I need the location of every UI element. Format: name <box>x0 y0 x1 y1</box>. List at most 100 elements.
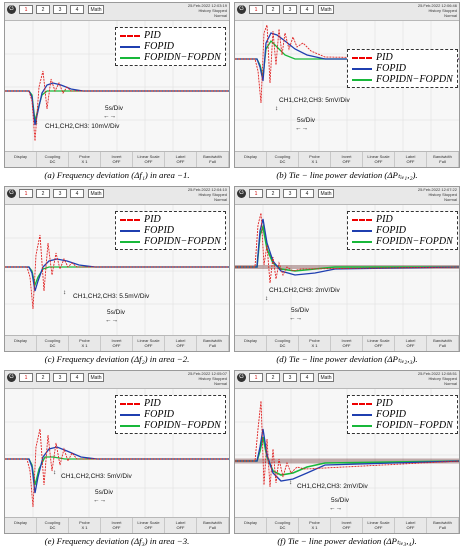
math-button[interactable]: Math <box>88 373 104 382</box>
menu-coupling[interactable]: Coupling DC <box>267 518 299 533</box>
volt-scale-label: CH1,CH2,CH3: 5.5mV/Div <box>73 293 150 300</box>
caption-a: (a) Frequency deviation (Δf₁) in area −1… <box>44 170 190 180</box>
menu-display[interactable]: Display <box>235 336 267 351</box>
menu-probe[interactable]: Probe X 1 <box>299 152 331 167</box>
menu-coupling[interactable]: Coupling DC <box>267 152 299 167</box>
scope-toolbar: G 1 2 3 4 Math 25.Feb.2022 12:03:19 Histo… <box>5 3 229 21</box>
menu-display[interactable]: Display <box>5 336 37 351</box>
menu-invert[interactable]: Invert OFF <box>331 518 363 533</box>
channel-2-button[interactable]: 2 <box>36 373 50 382</box>
menu-probe[interactable]: Probe X 1 <box>299 518 331 533</box>
menu-label[interactable]: Label OFF <box>395 518 427 533</box>
history-label[interactable]: History <box>428 8 441 13</box>
menu-bandwidth[interactable]: Bandwidth Full <box>427 518 459 533</box>
menu-linear-scale[interactable]: Linear Scale OFF <box>363 518 395 533</box>
history-label[interactable]: History <box>428 192 441 197</box>
menu-probe[interactable]: Probe X 1 <box>69 152 101 167</box>
scope-status: 25.Feb.2022 12:06:46 History Stopped Norma… <box>377 3 457 18</box>
channel-2-button[interactable]: 2 <box>266 189 280 198</box>
menu-label[interactable]: Label OFF <box>395 152 427 167</box>
channel-1-button[interactable]: 1 <box>19 5 33 14</box>
menu-coupling[interactable]: Coupling DC <box>267 336 299 351</box>
legend: PID FOPID FOPIDN−FOPDN <box>347 211 458 250</box>
channel-1-button[interactable]: 1 <box>249 189 263 198</box>
scope-status: 25.Feb.2022 12:03:19 History Stopped Norma… <box>147 3 227 18</box>
scope-menu-bar: Display Coupling DC Probe X 1 Invert OFF Li… <box>235 151 459 167</box>
time-scale-label: 5s/Div <box>331 497 350 504</box>
menu-label[interactable]: Label OFF <box>395 336 427 351</box>
channel-4-button[interactable]: 4 <box>300 189 314 198</box>
math-button[interactable]: Math <box>88 189 104 198</box>
math-button[interactable]: Math <box>88 5 104 14</box>
math-button[interactable]: Math <box>318 373 334 382</box>
channel-1-button[interactable]: 1 <box>19 373 33 382</box>
channel-4-button[interactable]: 4 <box>70 189 84 198</box>
menu-invert[interactable]: Invert OFF <box>331 152 363 167</box>
menu-invert[interactable]: Invert OFF <box>101 152 133 167</box>
history-label[interactable]: History <box>198 8 211 13</box>
menu-display[interactable]: Display <box>5 518 37 533</box>
math-button[interactable]: Math <box>318 189 334 198</box>
channel-1-button[interactable]: 1 <box>19 189 33 198</box>
channel-3-button[interactable]: 3 <box>53 5 67 14</box>
run-state[interactable]: Stopped <box>212 376 227 381</box>
channel-4-button[interactable]: 4 <box>300 373 314 382</box>
menu-bandwidth[interactable]: Bandwidth Full <box>197 152 229 167</box>
scope-status: 25.Feb.2022 12:04:10 History Stopped Norma… <box>147 187 227 202</box>
channel-4-button[interactable]: 4 <box>70 373 84 382</box>
channel-1-button[interactable]: 1 <box>249 5 263 14</box>
menu-display[interactable]: Display <box>235 518 267 533</box>
acq-mode: Normal <box>444 13 457 18</box>
channel-2-button[interactable]: 2 <box>36 189 50 198</box>
timestamp: 25.Feb.2022 12:04:10 <box>187 187 227 192</box>
menu-linear-scale[interactable]: Linear Scale OFF <box>363 336 395 351</box>
channel-3-button[interactable]: 3 <box>283 189 297 198</box>
menu-label[interactable]: Label OFF <box>165 152 197 167</box>
menu-probe[interactable]: Probe X 1 <box>299 336 331 351</box>
run-state[interactable]: Stopped <box>442 376 457 381</box>
history-label[interactable]: History <box>198 376 211 381</box>
channel-3-button[interactable]: 3 <box>53 373 67 382</box>
menu-probe[interactable]: Probe X 1 <box>69 518 101 533</box>
menu-linear-scale[interactable]: Linear Scale OFF <box>133 152 165 167</box>
menu-linear-scale[interactable]: Linear Scale OFF <box>363 152 395 167</box>
channel-2-button[interactable]: 2 <box>36 5 50 14</box>
time-scale-arrow: ←→ <box>295 125 308 132</box>
menu-label[interactable]: Label OFF <box>165 336 197 351</box>
menu-bandwidth[interactable]: Bandwidth Full <box>197 336 229 351</box>
menu-bandwidth[interactable]: Bandwidth Full <box>427 336 459 351</box>
math-button[interactable]: Math <box>318 5 334 14</box>
channel-3-button[interactable]: 3 <box>283 373 297 382</box>
menu-invert[interactable]: Invert OFF <box>331 336 363 351</box>
channel-1-button[interactable]: 1 <box>249 373 263 382</box>
menu-display[interactable]: Display <box>235 152 267 167</box>
menu-coupling[interactable]: Coupling DC <box>37 518 69 533</box>
menu-coupling[interactable]: Coupling DC <box>37 152 69 167</box>
run-state[interactable]: Stopped <box>442 192 457 197</box>
menu-bandwidth[interactable]: Bandwidth Full <box>427 152 459 167</box>
menu-invert[interactable]: Invert OFF <box>101 518 133 533</box>
legend-fopid-swatch <box>352 413 372 416</box>
menu-linear-scale[interactable]: Linear Scale OFF <box>133 518 165 533</box>
run-state[interactable]: Stopped <box>212 8 227 13</box>
menu-linear-scale[interactable]: Linear Scale OFF <box>133 336 165 351</box>
run-state[interactable]: Stopped <box>442 8 457 13</box>
channel-3-button[interactable]: 3 <box>53 189 67 198</box>
panel-e: G 1 2 3 4 Math 25.Feb.2022 12:05:07 Histo… <box>4 370 230 550</box>
channel-2-button[interactable]: 2 <box>266 5 280 14</box>
channel-2-button[interactable]: 2 <box>266 373 280 382</box>
waveform-plot <box>5 21 229 153</box>
channel-3-button[interactable]: 3 <box>283 5 297 14</box>
menu-probe[interactable]: Probe X 1 <box>69 336 101 351</box>
menu-display[interactable]: Display <box>5 152 37 167</box>
menu-invert[interactable]: Invert OFF <box>101 336 133 351</box>
menu-bandwidth[interactable]: Bandwidth Full <box>197 518 229 533</box>
history-label[interactable]: History <box>428 376 441 381</box>
menu-label[interactable]: Label OFF <box>165 518 197 533</box>
channel-4-button[interactable]: 4 <box>300 5 314 14</box>
menu-coupling[interactable]: Coupling DC <box>37 336 69 351</box>
history-label[interactable]: History <box>198 192 211 197</box>
volt-scale-arrow: ↕ <box>265 295 269 302</box>
channel-4-button[interactable]: 4 <box>70 5 84 14</box>
run-state[interactable]: Stopped <box>212 192 227 197</box>
